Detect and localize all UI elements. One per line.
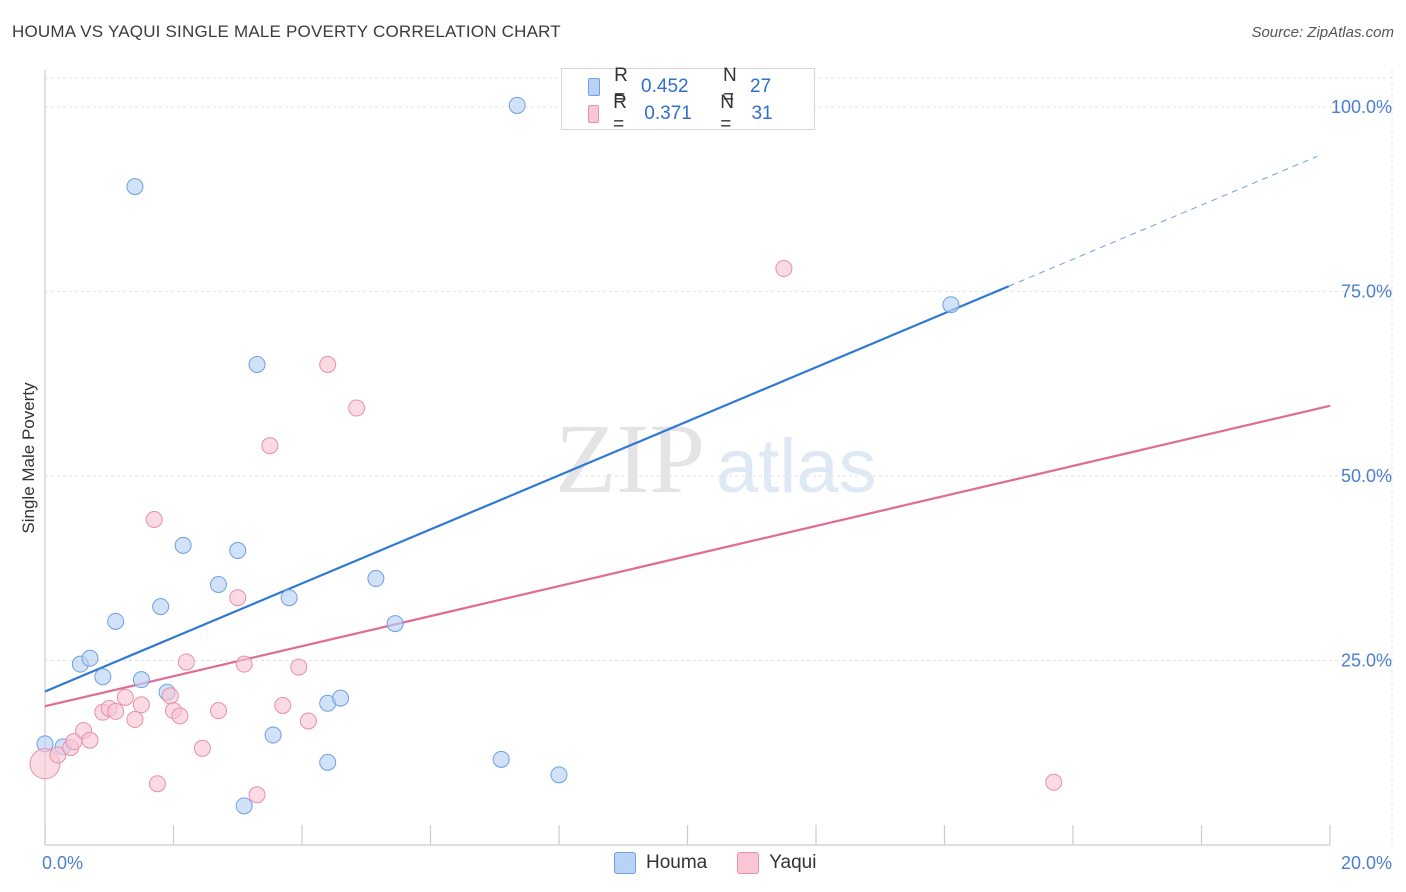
legend-n-label: N = (720, 92, 735, 135)
stats-legend: R = 0.452 N = 27 R = 0.371 N = 31 (561, 65, 815, 135)
yaqui-point (145, 511, 163, 528)
yaqui-point (261, 437, 279, 455)
y-tick-label: 100.0% (1331, 97, 1392, 117)
yaqui-point (161, 687, 179, 705)
yaqui-point (209, 702, 227, 720)
houma-point (126, 178, 144, 196)
houma-trend-line (44, 285, 1010, 693)
legend-r-value: 0.452 (641, 76, 689, 97)
yaqui-point (81, 731, 99, 749)
yaqui-trend-line (44, 404, 1331, 708)
houma-point (264, 726, 282, 744)
yaqui-swatch (737, 852, 760, 874)
houma-point (367, 570, 385, 588)
yaqui-point (116, 688, 134, 706)
y-tick-label: 75.0% (1341, 281, 1392, 301)
houma-point (386, 615, 404, 633)
yaqui-point (348, 399, 366, 417)
legend-yaqui-label: Yaqui (769, 852, 817, 873)
houma-point (942, 296, 960, 314)
yaqui-point (126, 711, 144, 729)
houma-point (209, 575, 227, 593)
yaqui-point (229, 589, 247, 607)
watermark-atlas: atlas (716, 424, 877, 509)
yaqui-point (299, 712, 317, 730)
houma-point (280, 589, 298, 607)
houma-point (508, 96, 526, 114)
yaqui-point (274, 697, 292, 714)
watermark-zip: ZIP (555, 403, 705, 514)
houma-point (248, 356, 266, 373)
legend-n-value: 31 (751, 103, 773, 124)
legend-r-label: R = (614, 65, 628, 108)
yaqui-point (132, 696, 150, 714)
yaqui-point (177, 653, 195, 671)
houma-point (229, 542, 247, 559)
yaqui-point (49, 746, 67, 764)
houma-point (81, 649, 99, 667)
legend-houma-label: Houma (646, 852, 708, 873)
axes (44, 70, 1331, 846)
y-tick-label: 50.0% (1341, 466, 1392, 486)
houma-point (550, 766, 568, 784)
trend-lines (44, 155, 1331, 708)
yaqui-point (319, 356, 337, 373)
yaqui-point (290, 658, 308, 676)
x-tick-label: 20.0% (1341, 853, 1392, 873)
houma-swatch (614, 852, 636, 874)
houma-point (132, 671, 150, 689)
houma-swatch (588, 78, 601, 96)
series-legend: Houma Yaqui (614, 852, 846, 874)
legend-n-label: N = (723, 65, 737, 108)
tick-labels: 25.0% 50.0% 75.0% 100.0% 0.0% 20.0% (42, 97, 1392, 873)
chart-title: HOUMA VS YAQUI SINGLE MALE POVERTY CORRE… (12, 22, 561, 41)
yaqui-point (248, 786, 266, 804)
legend-row-houma: R = 0.452 N = 27 (588, 65, 814, 108)
houma-point (332, 689, 350, 707)
chart-source: Source: ZipAtlas.com (1251, 24, 1394, 41)
yaqui-point (235, 655, 253, 673)
yaqui-point (775, 260, 793, 278)
houma-point (107, 612, 125, 630)
houma-point (152, 598, 170, 616)
legend-r-value: 0.371 (644, 103, 692, 124)
legend-item-houma[interactable]: Houma (614, 852, 707, 874)
yaqui-point (1045, 773, 1063, 791)
legend-row-yaqui: R = 0.371 N = 31 (588, 92, 815, 135)
yaqui-point (193, 739, 211, 757)
yaqui-point (148, 775, 166, 793)
y-tick-label: 25.0% (1341, 650, 1392, 670)
legend-r-label: R = (613, 92, 627, 135)
houma-point (94, 668, 112, 686)
houma-point (174, 536, 192, 554)
yaqui-point (171, 707, 189, 725)
data-points (29, 96, 1063, 815)
x-tick-label: 0.0% (42, 853, 83, 873)
yaqui-point (107, 702, 125, 720)
yaqui-swatch (588, 105, 600, 123)
y-axis-label: Single Male Poverty (19, 382, 38, 534)
houma-point (492, 750, 510, 768)
legend-n-value: 27 (750, 76, 772, 97)
houma-point (235, 797, 253, 815)
legend-item-yaqui[interactable]: Yaqui (737, 852, 816, 874)
houma-point (319, 753, 337, 771)
watermark: ZIP atlas (555, 403, 877, 514)
houma-trend-extension (1008, 155, 1318, 287)
